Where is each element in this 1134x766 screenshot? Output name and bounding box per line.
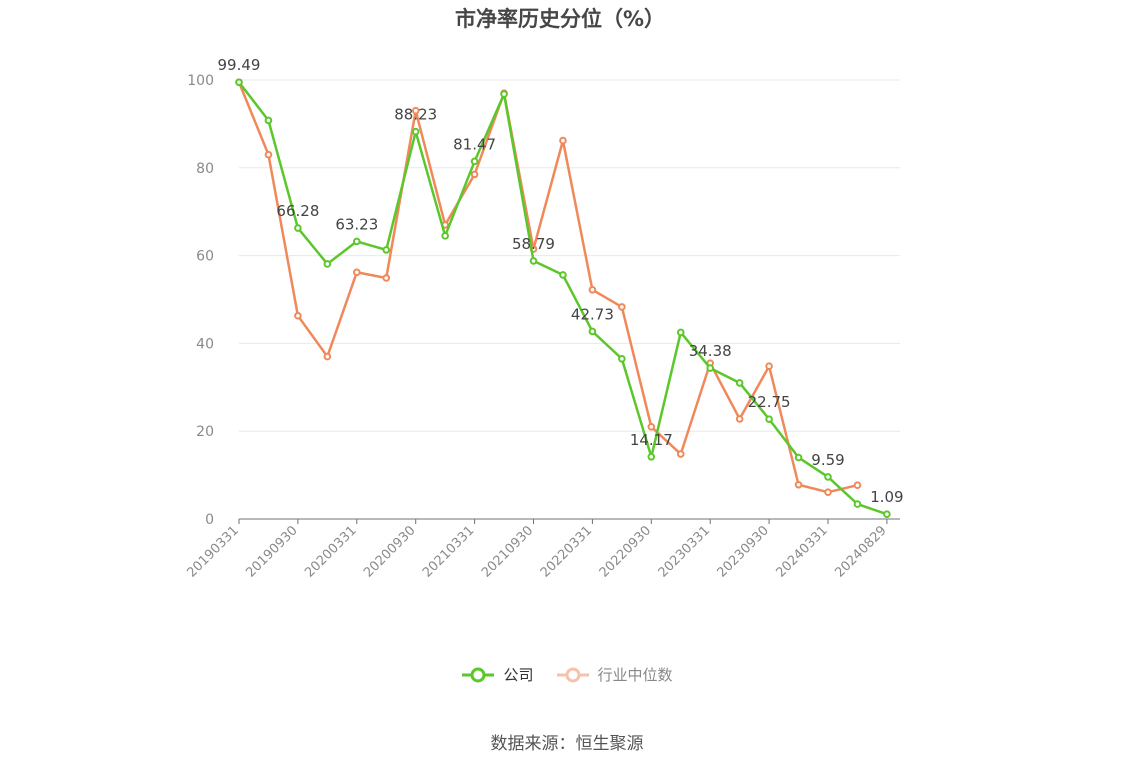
data-label: 9.59 (811, 451, 844, 469)
y-tick-label: 60 (196, 249, 214, 265)
data-point-0 (588, 327, 597, 336)
x-tick-label: 20190331 (184, 523, 241, 580)
x-tick-label: 20200930 (361, 523, 418, 580)
x-tick-label: 20190930 (243, 523, 300, 580)
data-label: 58.79 (512, 235, 555, 253)
legend-industry-label: 行业中位数 (597, 666, 673, 684)
y-tick-label: 40 (196, 336, 214, 352)
data-label: 63.23 (335, 215, 378, 233)
data-point-1 (411, 106, 420, 115)
data-point-0 (647, 452, 656, 461)
data-point-0 (470, 157, 479, 166)
x-tick-label: 20200331 (302, 523, 359, 580)
data-label: 1.09 (870, 488, 903, 506)
data-point-0 (529, 257, 538, 265)
x-tick-label: 20240829 (832, 523, 889, 580)
data-point-0 (676, 328, 685, 337)
data-label: 22.75 (748, 393, 791, 411)
x-tick-label: 20240331 (773, 523, 830, 580)
line-chart: 0 20 40 60 80 100 20190331 20190930 20200331 2020… (184, 56, 904, 581)
data-point-1 (323, 352, 332, 361)
series-lines (235, 78, 891, 519)
data-label: 99.49 (218, 56, 261, 74)
data-label: 66.28 (276, 202, 319, 220)
data-point-1 (647, 423, 656, 431)
data-point-0 (824, 473, 832, 481)
data-point-1 (353, 268, 361, 277)
y-tick-label: 0 (205, 512, 214, 528)
data-point-1 (794, 480, 803, 489)
chart-title: 市净率历史分位（%） (454, 7, 666, 31)
data-label: 81.47 (453, 135, 496, 153)
series-line-1 (237, 81, 858, 494)
legend-company-label: 公司 (503, 666, 534, 684)
data-point-0 (411, 127, 420, 136)
x-tick-label: 20220930 (597, 523, 654, 580)
data-point-0 (353, 237, 361, 246)
data-point-0 (618, 354, 626, 363)
data-point-1 (588, 286, 597, 294)
data-point-0 (264, 116, 273, 125)
data-point-1 (824, 488, 832, 497)
data-point-1 (618, 303, 626, 311)
data-point-0 (235, 78, 243, 87)
data-point-0 (735, 379, 744, 387)
data-point-0 (794, 453, 803, 462)
data-point-1 (559, 136, 567, 145)
legend-item-industry[interactable]: 行业中位数 (556, 664, 673, 685)
data-point-0 (883, 510, 891, 519)
data-point-0 (323, 260, 332, 268)
data-point-0 (765, 415, 773, 423)
data-label: 34.38 (689, 342, 732, 360)
y-tick-label: 80 (196, 161, 214, 177)
x-tick-label: 20210331 (420, 523, 477, 580)
legend-item-company[interactable]: 公司 (461, 664, 534, 685)
data-point-0 (441, 232, 449, 240)
data-point-1 (264, 150, 273, 159)
data-point-0 (559, 271, 567, 279)
data-point-1 (470, 170, 479, 179)
legend-industry-marker (556, 667, 589, 682)
data-point-0 (500, 90, 508, 98)
data-point-1 (294, 311, 302, 320)
data-point-0 (294, 224, 302, 232)
data-point-1 (382, 274, 391, 282)
axes: 0 20 40 60 80 100 20190331 20190930 20200331 2020… (184, 73, 900, 581)
data-label: 14.17 (630, 431, 673, 449)
legend: 公司 行业中位数 (0, 664, 1134, 685)
data-label: 42.73 (571, 305, 614, 323)
data-point-1 (765, 362, 773, 371)
data-point-1 (676, 450, 685, 458)
data-point-0 (853, 500, 862, 508)
data-labels: 99.49 66.28 63.23 88.23 81.47 58.79 42.73 14.17… (218, 56, 904, 506)
x-tick-label: 20230331 (656, 523, 713, 580)
y-tick-label: 100 (187, 73, 214, 89)
data-point-1 (735, 415, 744, 423)
data-point-1 (853, 481, 862, 489)
y-tick-label: 20 (196, 424, 214, 440)
legend-company-marker (462, 667, 495, 682)
data-source-note: 数据来源：恒生聚源 (490, 734, 644, 754)
data-point-0 (706, 364, 715, 372)
x-tick-label: 20220331 (538, 523, 595, 580)
x-tick-label: 20230930 (715, 523, 772, 580)
data-label: 88.23 (394, 106, 437, 124)
data-point-0 (382, 246, 391, 254)
x-tick-label: 20210930 (479, 523, 536, 580)
